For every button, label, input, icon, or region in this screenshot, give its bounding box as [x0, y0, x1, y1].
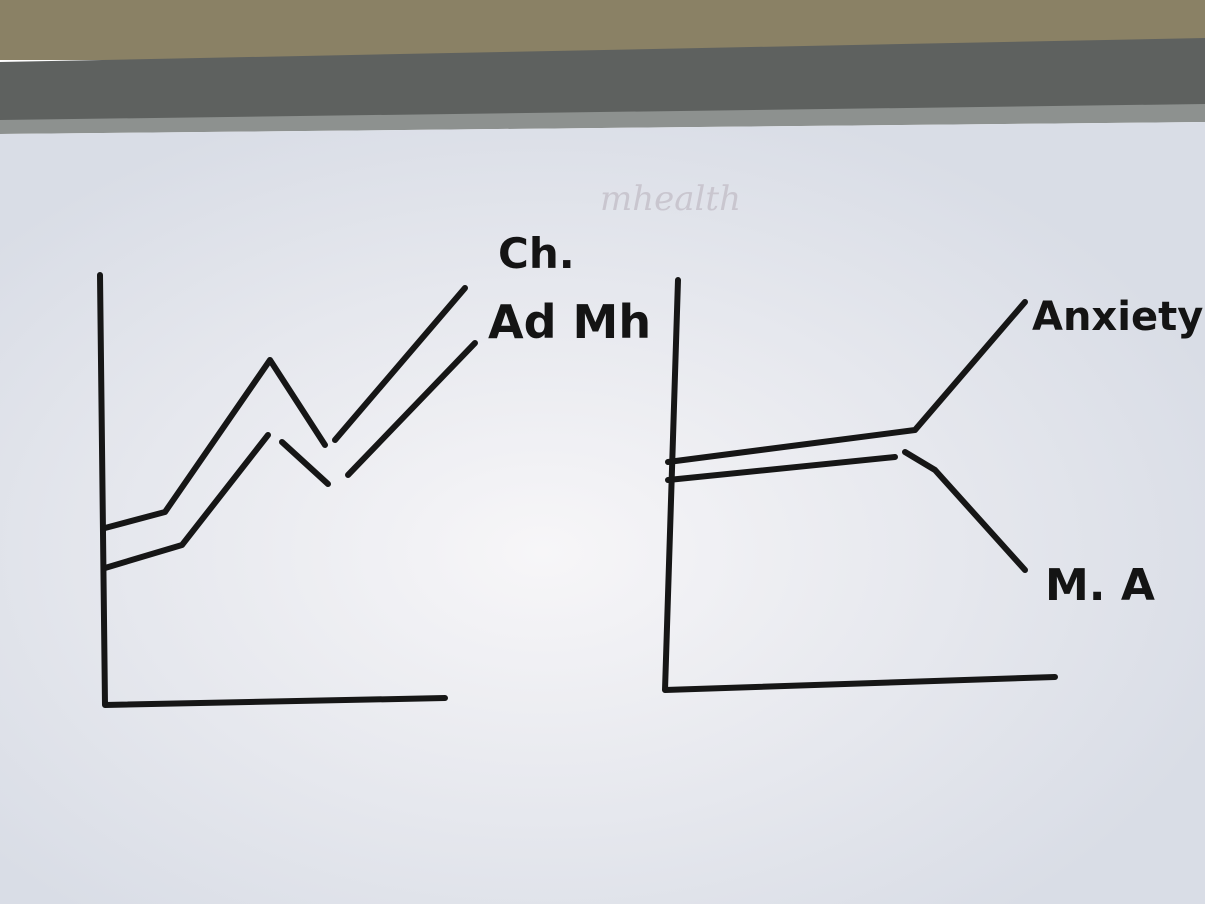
axes [662, 277, 1058, 693]
label: Anxiety [1032, 294, 1203, 340]
sketch-line [665, 449, 1028, 573]
label: Ch. [498, 229, 575, 278]
sketch-line [102, 340, 478, 571]
sketch-line [102, 285, 468, 531]
left-sketch: Ch. Ad Mh [97, 229, 651, 708]
tray-edge [0, 104, 1205, 134]
axes [97, 272, 448, 708]
sketch-line [665, 299, 1028, 465]
faint-text: mhealth [600, 179, 741, 219]
label: M. A [1045, 560, 1155, 611]
marker-tray [0, 38, 1205, 128]
right-sketch: Anxiety M. A [662, 277, 1203, 693]
label: Ad Mh [488, 295, 651, 349]
whiteboard [0, 122, 1205, 904]
